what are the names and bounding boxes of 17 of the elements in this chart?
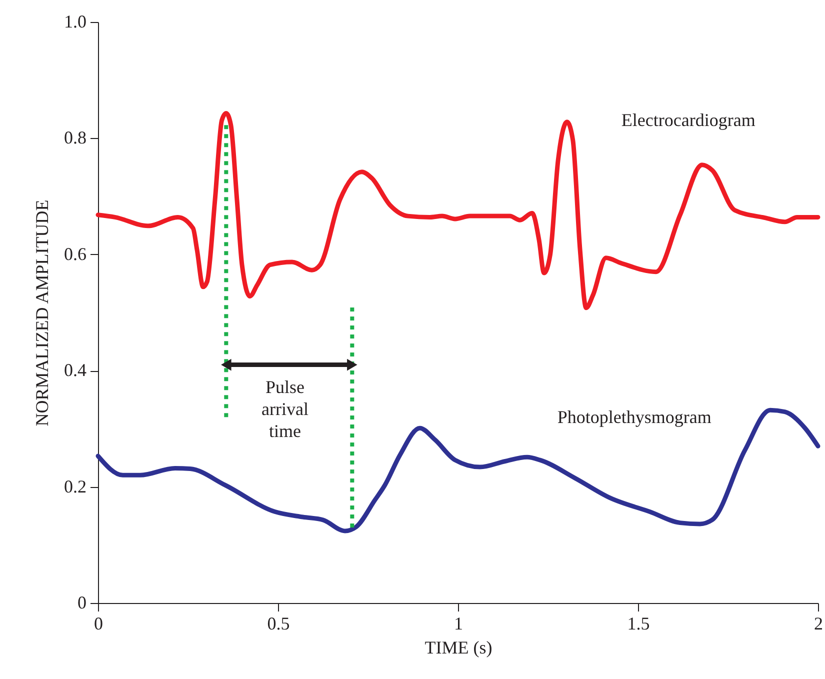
y-tick-label: 0 [78,592,86,612]
y-tick-label: 0.6 [64,244,86,264]
y-tick-label: 0.8 [64,128,86,148]
x-tick-label: 1.5 [627,614,650,634]
x-tick-label: 0.5 [267,614,290,634]
y-tick-label: 1.0 [64,12,86,32]
annotation: Pulse arrival time [262,377,308,441]
y-tick-label: 0.4 [64,360,86,380]
x-tick-label: 1 [454,614,463,634]
line-series [96,110,820,310]
text: Photoplethysmogram [557,407,712,428]
x-tick-label: 2 [814,614,823,634]
x-axis-title: TIME (s) [424,638,492,658]
y-axis-title: NORMALIZED AMPLITUDE [32,200,52,426]
y-tick-label: 0.2 [64,476,86,496]
x-tick-label: 0 [94,614,103,634]
text: Electrocardiogram [621,110,756,130]
